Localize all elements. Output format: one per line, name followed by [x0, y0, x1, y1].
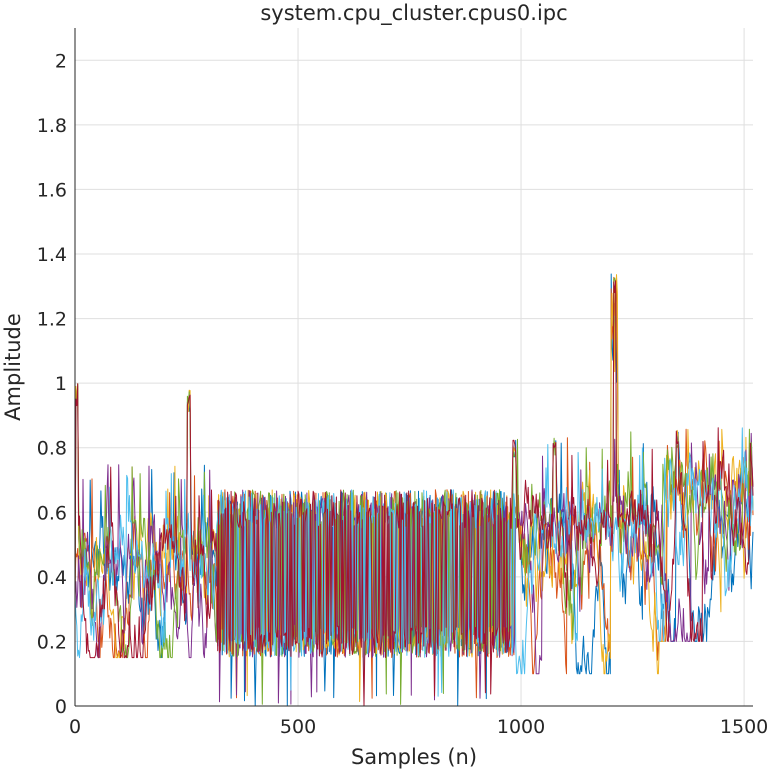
y-tick-label: 1	[55, 373, 67, 395]
x-axis-title: Samples (n)	[351, 745, 477, 769]
y-tick-label: 1.2	[37, 309, 67, 331]
y-tick-label: 0.2	[37, 631, 67, 653]
y-tick-label: 1.4	[37, 244, 67, 266]
y-tick-label: 1.6	[37, 179, 67, 201]
y-tick-label: 0.6	[37, 502, 67, 524]
y-tick-label: 0.4	[37, 567, 67, 589]
y-tick-label: 0.8	[37, 438, 67, 460]
x-tick-label: 1500	[720, 716, 768, 738]
y-tick-label: 1.8	[37, 115, 67, 137]
x-tick-label: 1000	[497, 716, 545, 738]
series-group	[74, 273, 754, 707]
axes	[74, 28, 753, 707]
x-tick-label: 500	[280, 716, 316, 738]
tick-labels: 0 0.2 0.4 0.6 0.8 1 1.2 1.4 1.6 1.8 2 0 500 1000 1500	[37, 50, 768, 738]
y-tick-label: 2	[55, 50, 67, 72]
x-tick-label: 0	[69, 716, 81, 738]
y-axis-title: Amplitude	[1, 313, 25, 421]
series-line-5	[74, 277, 754, 705]
series-line-7	[74, 280, 754, 707]
chart-title: system.cpu_cluster.cpus0.ipc	[260, 1, 567, 26]
y-tick-label: 0	[55, 696, 67, 718]
grid	[75, 28, 753, 706]
